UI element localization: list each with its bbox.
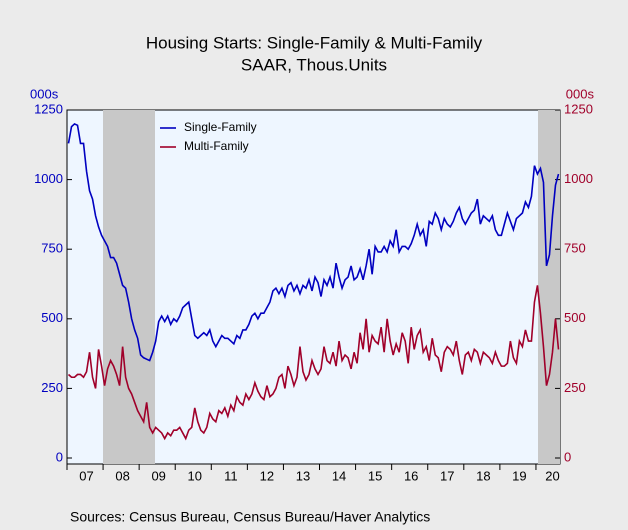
y2-tick-label: 1000 [564, 171, 593, 186]
y2-tick-label: 0 [564, 449, 571, 464]
series-line [67, 122, 560, 362]
x-tick-label: 07 [79, 468, 93, 483]
x-tick-label: 17 [440, 468, 454, 483]
source-note: Sources: Census Bureau, Census Bureau/Ha… [70, 509, 430, 525]
legend-label: Single-Family [184, 120, 257, 134]
plot: 0 250 500 750 1000 1250 0 250 500 750 1000 1250 07 08… [34, 101, 593, 483]
x-tick-label: 16 [404, 468, 418, 483]
y-tick-label: 750 [41, 241, 63, 256]
x-tick-label: 09 [151, 468, 165, 483]
recession-shade [538, 110, 560, 464]
legend-label: Multi-Family [184, 139, 249, 153]
series-line [67, 285, 560, 441]
y-tick-label: 250 [41, 380, 63, 395]
x-tick-label: 18 [476, 468, 490, 483]
x-tick-label: 15 [368, 468, 382, 483]
chart-title: Housing Starts: Single-Family & Multi-Fa… [146, 33, 483, 52]
x-tick-label: 12 [260, 468, 274, 483]
y2-tick-label: 250 [564, 380, 586, 395]
x-tick-label: 19 [512, 468, 526, 483]
x-tick-label: 08 [115, 468, 129, 483]
y2-tick-label: 1250 [564, 101, 593, 116]
y2-tick-label: 750 [564, 241, 586, 256]
y2-axis-label: 000s [566, 86, 595, 101]
y-tick-label: 1250 [34, 101, 63, 116]
x-tick-label: 14 [332, 468, 346, 483]
x-tick-label: 13 [296, 468, 310, 483]
chart-subtitle: SAAR, Thous.Units [241, 55, 387, 74]
y-tick-label: 500 [41, 310, 63, 325]
x-tick-label: 10 [188, 468, 202, 483]
y-axis-label: 000s [30, 86, 59, 101]
y-tick-label: 1000 [34, 171, 63, 186]
y-tick-label: 0 [56, 449, 63, 464]
x-tick-label: 20 [545, 468, 559, 483]
y2-tick-label: 500 [564, 310, 586, 325]
x-tick-label: 11 [224, 468, 238, 483]
